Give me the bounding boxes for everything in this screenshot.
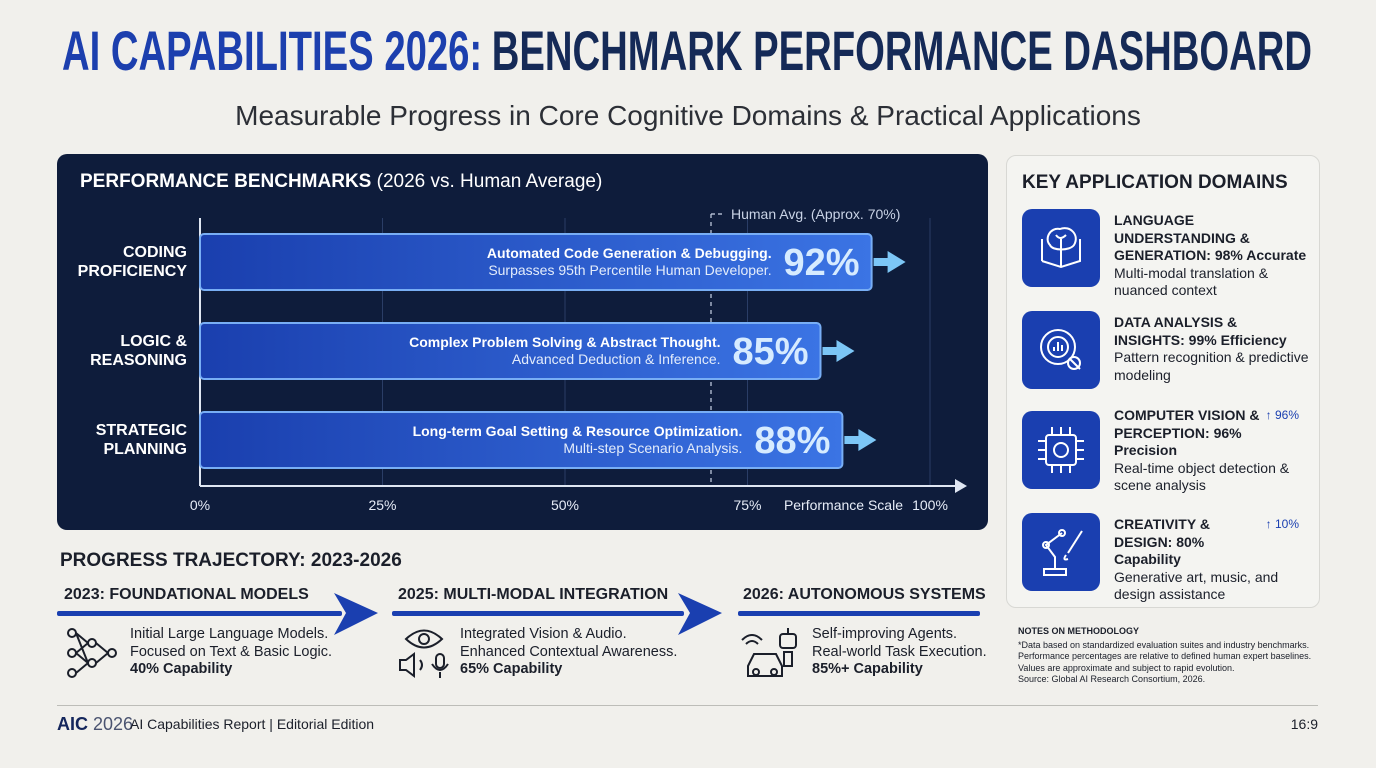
stage-capability: 85%+ Capability xyxy=(812,661,923,677)
domains-panel: KEY APPLICATION DOMAINS LANGUAGE UNDERST… xyxy=(1006,155,1320,608)
bar xyxy=(199,233,873,291)
footer-rule xyxy=(57,705,1318,706)
stage-line: Focused on Text & Basic Logic. xyxy=(130,643,333,660)
domain-title: DATA ANALYSIS & INSIGHTS: 99% Efficiency xyxy=(1114,314,1287,348)
domain-description: Multi-modal translation & nuanced contex… xyxy=(1114,264,1269,299)
domain-title: CREATIVITY & DESIGN: 80% Capability xyxy=(1114,516,1210,567)
category-label: STRATEGIC PLANNING xyxy=(95,422,187,458)
title: AI CAPABILITIES 2026:BENCHMARK PERFORMAN… xyxy=(62,20,1312,82)
chart-title-rest: (2026 vs. Human Average) xyxy=(376,171,603,192)
stage-body: Integrated Vision & Audio. Enhanced Conte… xyxy=(460,626,677,679)
bar-arrow xyxy=(822,340,855,362)
title-block: AI CAPABILITIES 2026:BENCHMARK PERFORMAN… xyxy=(62,20,1312,82)
x-axis-label: Performance Scale xyxy=(784,497,903,513)
title-main: BENCHMARK PERFORMANCE DASHBOARD xyxy=(492,20,1312,82)
network-icon xyxy=(67,628,117,678)
chart: 0% 25% 50% 75% 100% Performance Scale Human Av… xyxy=(190,206,967,513)
stage-capability: 40% Capability xyxy=(130,661,233,677)
note-line: *Data based on standardized evaluation s… xyxy=(1018,639,1310,650)
creativity-icon xyxy=(1022,513,1100,591)
brand: AIC xyxy=(57,714,88,734)
timeline-line xyxy=(57,593,980,635)
domain-title: COMPUTER VISION & PERCEPTION: 96% Precis… xyxy=(1114,407,1260,458)
icon xyxy=(1040,329,1081,370)
x-tick-label: 100% xyxy=(912,497,948,513)
stage-line: Enhanced Contextual Awareness. xyxy=(460,643,678,660)
bar-description: Automated Code Generation & Debugging. xyxy=(487,245,772,261)
av-icon xyxy=(399,629,449,678)
domain-title: LANGUAGE UNDERSTANDING & GENERATION: 98%… xyxy=(1114,212,1307,263)
bar-description: Complex Problem Solving & Abstract Thoug… xyxy=(409,334,720,350)
domain-description: Pattern recognition & predictive modelin… xyxy=(1114,349,1309,383)
domain-item: DATA ANALYSIS & INSIGHTS: 99% Efficiency… xyxy=(1114,314,1310,384)
value-label: 88% xyxy=(754,420,830,462)
brand-year: 2026 xyxy=(93,714,134,734)
bar-description: Long-term Goal Setting & Resource Optimi… xyxy=(413,423,743,439)
stage-line: Initial Large Language Models. xyxy=(130,626,329,642)
reference-label: Human Avg. (Approx. 70%) xyxy=(731,206,900,222)
category-label: LOGIC & REASONING xyxy=(90,333,187,369)
stage-body: Initial Large Language Models. Focused on… xyxy=(130,626,332,679)
subtitle: Measurable Progress in Core Cognitive Do… xyxy=(235,100,1141,131)
value-label: 92% xyxy=(784,242,860,284)
x-tick-label: 25% xyxy=(368,497,396,513)
chart-panel: 0% 25% 50% 75% 100% Performance Scale Human Av… xyxy=(57,154,988,530)
domain-description: Generative art, music, and design assist… xyxy=(1114,568,1279,603)
icon xyxy=(1038,427,1084,473)
value-label: 85% xyxy=(732,331,808,373)
stage-heading: 2025: MULTI-MODAL INTEGRATION xyxy=(398,586,669,603)
domain-trend: ↑ 10% xyxy=(1265,517,1299,531)
stage-heading: 2023: FOUNDATIONAL MODELS xyxy=(64,586,309,603)
bar xyxy=(199,411,844,469)
note-line: Values are approximate and subject to ra… xyxy=(1018,662,1235,673)
stage-line: Self-improving Agents. xyxy=(812,626,958,642)
analysis-icon xyxy=(1022,311,1100,389)
category-label: CODING PROFICIENCY xyxy=(77,244,187,280)
domains-title: KEY APPLICATION DOMAINS xyxy=(1022,172,1288,193)
stage-line: Integrated Vision & Audio. xyxy=(460,626,627,642)
agent-icon xyxy=(741,628,797,677)
timeline xyxy=(57,593,980,678)
stage-heading: 2026: AUTONOMOUS SYSTEMS xyxy=(743,586,986,603)
domain-item: LANGUAGE UNDERSTANDING & GENERATION: 98%… xyxy=(1114,212,1310,300)
bar-description: Multi-step Scenario Analysis. xyxy=(563,440,742,456)
domain-item: COMPUTER VISION & PERCEPTION: 96% Precis… xyxy=(1114,407,1310,495)
chart-title: PERFORMANCE BENCHMARKS (2026 vs. Human A… xyxy=(80,171,602,193)
stage-body: Self-improving Agents. Real-world Task Ex… xyxy=(812,626,987,679)
stage-capability: 65% Capability xyxy=(460,661,563,677)
footer-text: AI Capabilities Report | Editorial Editi… xyxy=(130,716,375,732)
bar-description: Surpasses 95th Percentile Human Develope… xyxy=(488,262,771,278)
footer-ratio: 16:9 xyxy=(1290,716,1318,732)
note-line: Source: Global AI Research Consortium, 2… xyxy=(1018,674,1206,685)
x-tick-label: 0% xyxy=(190,497,210,513)
domain-item: CREATIVITY & DESIGN: 80% Capability Gener… xyxy=(1114,516,1310,604)
icon xyxy=(1041,227,1081,269)
bar-description: Advanced Deduction & Inference. xyxy=(512,351,721,367)
domain-trend: ↑ 96% xyxy=(1265,408,1299,422)
bar xyxy=(199,322,822,380)
brain-icon xyxy=(1022,209,1100,287)
domain-description: Real-time object detection & scene analy… xyxy=(1114,459,1290,494)
chart-title-bold: PERFORMANCE BENCHMARKS xyxy=(80,171,372,192)
notes: NOTES ON METHODOLOGY *Data based on stan… xyxy=(1018,626,1338,686)
x-axis-arrow xyxy=(955,479,967,493)
x-tick-label: 50% xyxy=(551,497,579,513)
title-accent: AI CAPABILITIES 2026: xyxy=(62,20,482,82)
stage-line: Real-world Task Execution. xyxy=(812,643,987,660)
x-tick-label: 75% xyxy=(733,497,761,513)
progress-title: PROGRESS TRAJECTORY: 2023-2026 xyxy=(60,550,402,571)
vision-icon xyxy=(1022,411,1100,489)
note-line: Performance percentages are relative to … xyxy=(1018,651,1312,662)
footer-brand: AIC 2026 xyxy=(57,714,133,735)
bar-arrow xyxy=(844,429,877,451)
icon xyxy=(1042,529,1083,576)
notes-heading: NOTES ON METHODOLOGY xyxy=(1018,626,1140,636)
bar-arrow xyxy=(873,251,906,273)
